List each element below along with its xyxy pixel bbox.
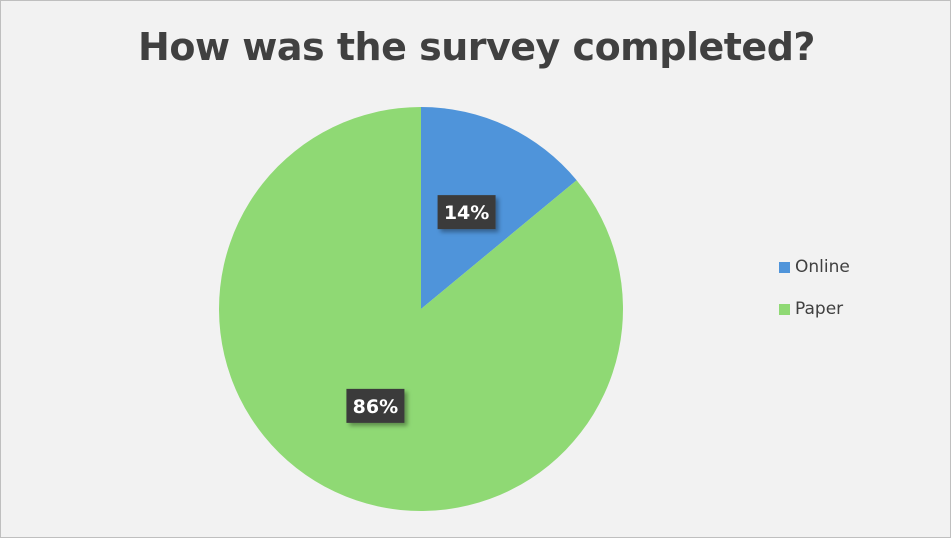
- legend-label-paper: Paper: [795, 299, 844, 319]
- data-label-paper: 86%: [346, 388, 405, 423]
- legend-swatch-online: [779, 261, 790, 273]
- legend-item-online: Online: [779, 255, 850, 279]
- chart-title: How was the survey completed?: [138, 25, 815, 69]
- data-label-text: 86%: [353, 396, 398, 418]
- data-label-box: [437, 195, 496, 230]
- legend-label-online: Online: [795, 257, 850, 277]
- legend-item-paper: Paper: [779, 297, 850, 321]
- pie-slice-paper: [218, 107, 623, 511]
- data-label-text: 14%: [444, 202, 489, 224]
- legend-swatch-paper: [779, 303, 790, 315]
- pie-slices: [218, 107, 623, 511]
- pie-data-labels: 14% 86%: [346, 195, 496, 423]
- pie-slice-online: [421, 107, 577, 309]
- data-label-box: [346, 388, 405, 423]
- data-label-online: 14%: [437, 195, 496, 230]
- legend: Online Paper: [779, 255, 850, 339]
